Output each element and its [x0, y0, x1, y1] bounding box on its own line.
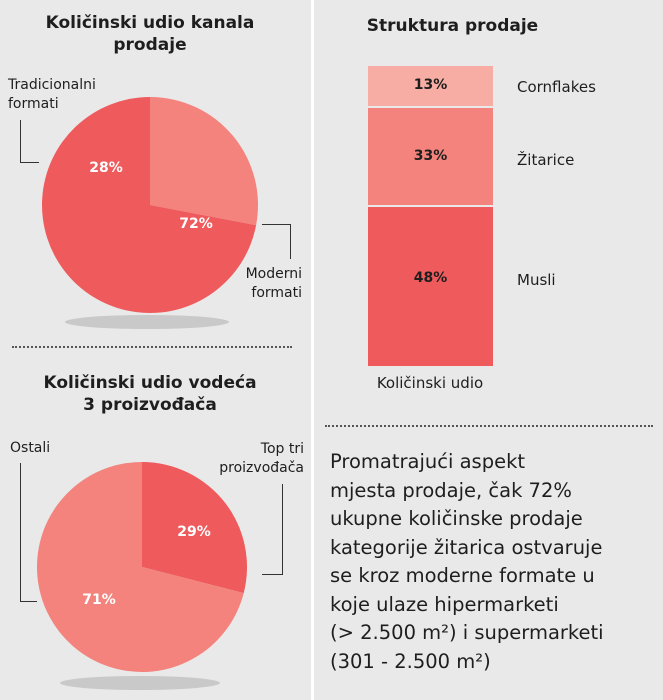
description-line-5: se kroz moderne formate u	[330, 564, 595, 587]
pie2-slice-label-0: 29%	[177, 524, 211, 540]
description-text: Promatrajući aspekt mjesta prodaje, čak …	[330, 448, 660, 676]
pie2-title-line2: 3 proizvođača	[83, 395, 217, 415]
pie2-title-line1: Količinski udio vodeća	[43, 373, 257, 393]
description-line-6: koje ulaze hipermarketi	[330, 592, 559, 616]
pie1-slice-label-0: 28%	[89, 160, 123, 176]
pie1-leader-tradicionalni	[20, 120, 39, 163]
pie1-label-tradicionalni: Tradicionalni formati	[8, 76, 96, 114]
pie2-label-ostali-line1: Ostali	[10, 440, 51, 456]
pie2-slice-0	[142, 462, 247, 594]
pie2-label-top-tri-line2: proizvođača	[219, 460, 304, 476]
description-line-3: ukupne količinske prodaje	[330, 507, 583, 530]
bar-segment-zitarice: 33%	[368, 108, 493, 205]
vertical-divider	[311, 0, 314, 700]
description-line-7: (> 2.500 m²) i supermarketi	[330, 621, 604, 644]
pie1-title-line2: prodaje	[113, 35, 187, 55]
pie1-label-tradicionalni-line2: formati	[8, 96, 59, 112]
bar-segment-cornflakes-value: 13%	[413, 77, 448, 93]
pie1-label-moderni: Moderni formati	[220, 265, 302, 303]
pie1-chart: 28% 72%	[42, 97, 258, 313]
bar-segment-musli-value: 48%	[413, 270, 448, 286]
dotted-divider-right	[325, 425, 653, 427]
pie1-slice-0	[150, 97, 258, 226]
description-line-4: kategorije žitarica ostvaruje	[330, 535, 603, 559]
bar-segment-cornflakes: 13%	[368, 66, 493, 106]
pie2-label-ostali: Ostali	[10, 439, 50, 458]
pie2-chart: 29% 71%	[37, 462, 247, 673]
bar-legend-musli: Musli	[517, 271, 556, 289]
bar-segment-musli: 48%	[368, 207, 493, 366]
pie1-shadow	[65, 315, 229, 329]
pie1-label-moderni-line1: Moderni	[245, 266, 302, 282]
pie2-title: Količinski udio vodeća 3 proizvođača	[10, 372, 290, 416]
pie1-label-tradicionalni-line1: Tradicionalni	[8, 77, 96, 93]
dotted-divider-left	[12, 346, 292, 348]
pie1-title-line1: Količinski udio kanala	[45, 13, 255, 33]
description-line-8: (301 - 2.500 m²)	[330, 649, 491, 673]
pie2-shadow	[60, 676, 220, 690]
description-line-2: mjesta prodaje, čak 72%	[330, 478, 572, 502]
pie1-slice-label-1: 72%	[179, 216, 213, 232]
pie1-label-moderni-line2: formati	[251, 285, 302, 301]
bar-legend-zitarice: Žitarice	[517, 151, 575, 169]
pie1-slice-1	[42, 97, 257, 313]
pie2-leader-ostali	[20, 463, 37, 602]
pie1-title: Količinski udio kanala prodaje	[10, 12, 290, 56]
bar-title: Struktura prodaje	[366, 16, 539, 36]
pie2-label-top-tri: Top tri proizvođača	[200, 440, 304, 478]
pie2-slice-label-1: 71%	[82, 592, 116, 608]
pie2-leader-top-tri	[262, 484, 283, 575]
bar-xlabel: Količinski udio	[376, 374, 484, 392]
pie2-slice-1	[37, 462, 244, 673]
pie2-label-top-tri-line1: Top tri	[260, 441, 304, 457]
description-line-1: Promatrajući aspekt	[330, 450, 526, 473]
bar-legend-cornflakes: Cornflakes	[517, 78, 596, 96]
pie1-leader-moderni	[262, 224, 291, 259]
bar-segment-zitarice-value: 33%	[413, 148, 448, 164]
